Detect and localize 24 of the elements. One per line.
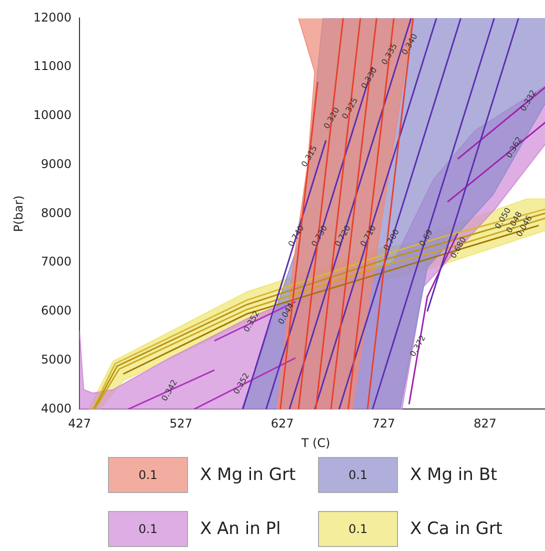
y-tick-label: 8000 xyxy=(41,206,72,220)
text: 0.1 xyxy=(138,468,158,482)
x-tick-label: 827 xyxy=(474,416,497,431)
legend-label: X An in Pl xyxy=(200,519,281,539)
y-tick-label: 4000 xyxy=(41,401,72,416)
text: 0.1 xyxy=(138,522,158,536)
x-tick-label: 527 xyxy=(170,416,192,431)
y-tick-label: 10000 xyxy=(33,108,72,122)
text: 0.1 xyxy=(348,468,368,482)
x-tick-label: 627 xyxy=(270,416,294,431)
y-tick-label: 9000 xyxy=(41,156,72,171)
x-axis-title: T (C) xyxy=(300,436,330,450)
y-tick-label: 5000 xyxy=(41,352,72,366)
y-tick-label: 7000 xyxy=(41,254,72,269)
y-tick-label: 11000 xyxy=(33,59,72,74)
text: 0.1 xyxy=(348,522,368,536)
y-tick-label: 12000 xyxy=(33,10,72,24)
y-axis-title: P(bar) xyxy=(11,195,26,232)
x-tick-label: 427 xyxy=(68,416,92,431)
y-tick-label: 6000 xyxy=(41,304,72,318)
legend-label: X Mg in Grt xyxy=(200,465,296,485)
legend-label: X Mg in Bt xyxy=(410,465,498,485)
x-tick-label: 727 xyxy=(372,416,396,431)
legend-label: X Ca in Grt xyxy=(410,519,502,539)
